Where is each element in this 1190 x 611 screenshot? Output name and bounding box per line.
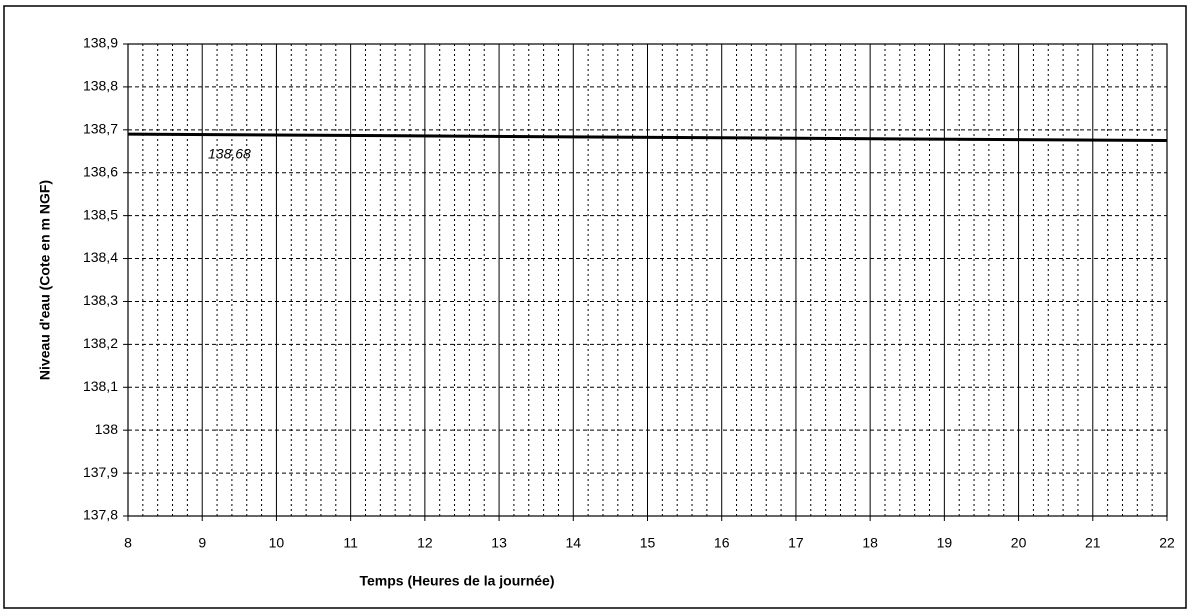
x-tick-label: 18: [862, 535, 878, 551]
x-tick-label: 15: [640, 535, 656, 551]
y-tick-label: 138,9: [83, 35, 118, 51]
x-axis-label: Temps (Heures de la journée): [359, 573, 554, 589]
y-tick-label: 138,3: [83, 292, 118, 308]
y-tick-label: 138,4: [83, 249, 118, 265]
plot-border: [127, 43, 1168, 517]
y-tick-label: 137,8: [83, 507, 118, 523]
y-tick-label: 138,2: [83, 335, 118, 351]
annotation: 138,68: [208, 146, 251, 162]
x-tick-label: 17: [788, 535, 804, 551]
x-tick-label: 8: [124, 535, 132, 551]
y-tick-label: 138,7: [83, 121, 118, 137]
x-tick-label: 19: [937, 535, 953, 551]
y-axis-label: Niveau d'eau (Cote en m NGF): [37, 180, 53, 380]
y-tick-label: 137,9: [83, 464, 118, 480]
y-tick-label: 138,8: [83, 78, 118, 94]
x-tick-label: 13: [491, 535, 507, 551]
y-tick-label: 138,5: [83, 206, 118, 222]
x-tick-label: 20: [1011, 535, 1027, 551]
x-tick-label: 21: [1085, 535, 1101, 551]
data-line: [127, 132, 1168, 143]
y-tick-label: 138,1: [83, 378, 118, 394]
x-tick-label: 22: [1159, 535, 1175, 551]
x-tick-label: 16: [714, 535, 730, 551]
x-tick-label: 14: [565, 535, 581, 551]
x-tick-label: 9: [198, 535, 206, 551]
x-tick-label: 10: [269, 535, 285, 551]
y-tick-label: 138: [95, 421, 119, 437]
x-tick-label: 12: [417, 535, 433, 551]
y-tick-label: 138,6: [83, 163, 118, 179]
x-tick-label: 11: [343, 535, 358, 551]
frame: [3, 5, 1187, 609]
